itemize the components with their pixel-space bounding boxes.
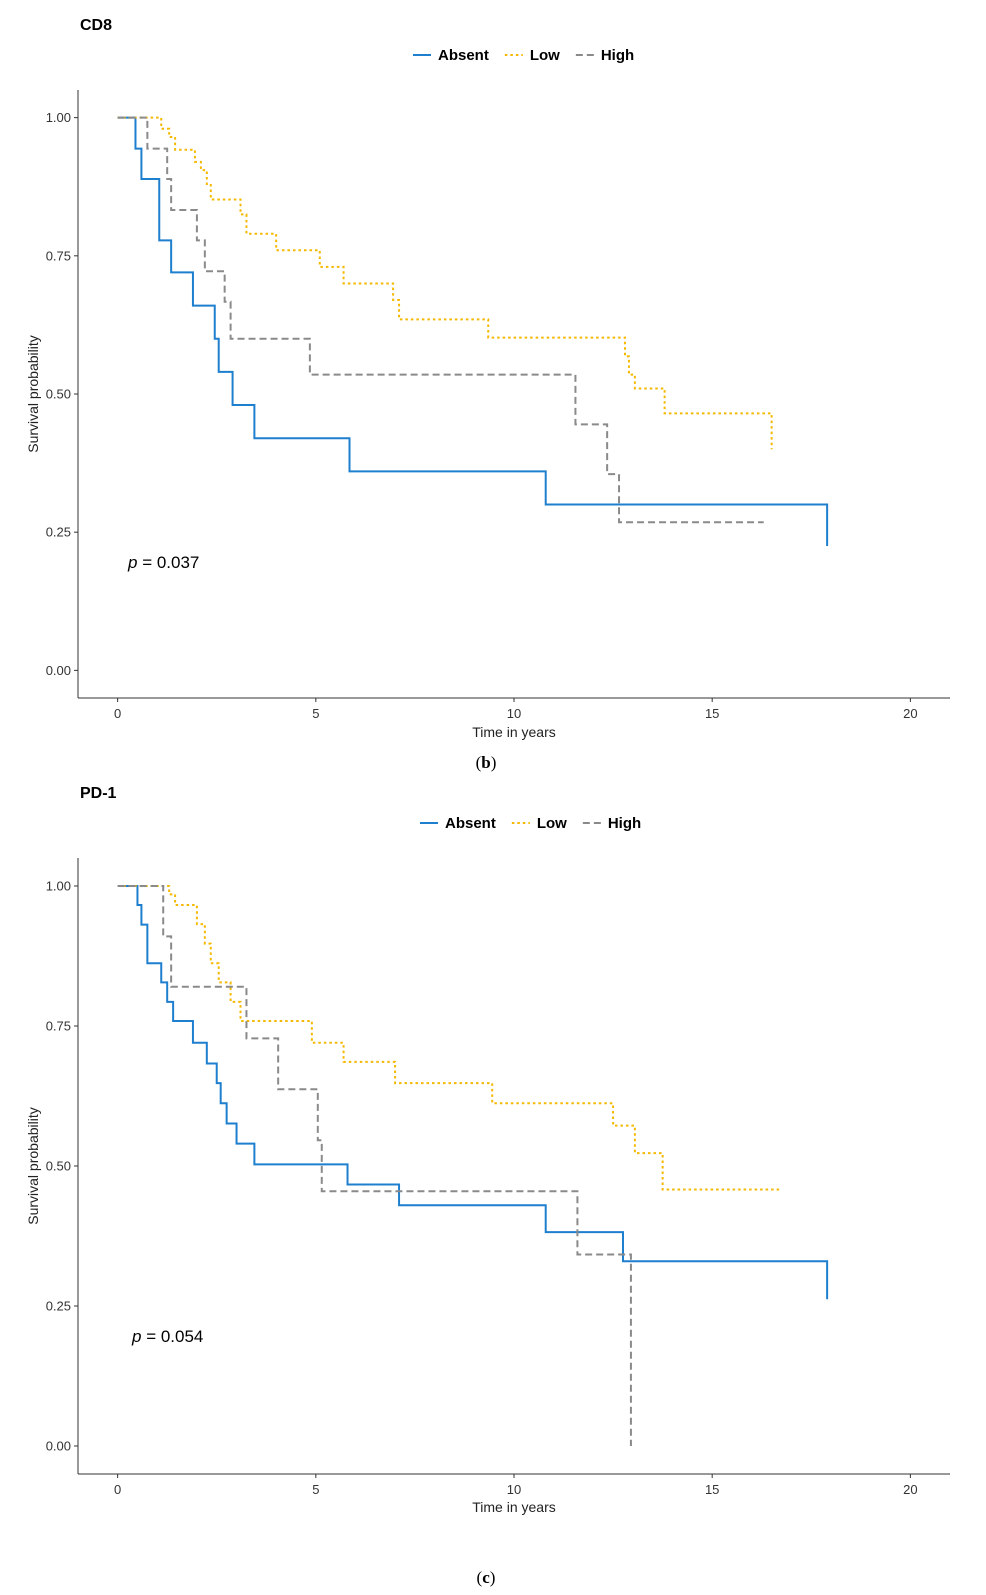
y-tick-label: 0.25 (46, 525, 71, 540)
y-tick-label: 0.75 (46, 1019, 71, 1034)
y-axis-label: Survival probability (25, 1107, 41, 1225)
legend-label: Absent (438, 47, 489, 64)
p-value-annotation: p = 0.037 (127, 553, 199, 572)
x-axis-label: Time in years (472, 1499, 556, 1515)
panel-pd1: PD-1 Absent Low High 0.00 0.25 0.50 0.75 1.00 0 5 1… (0, 780, 986, 1595)
caption-open: ( (477, 1568, 483, 1587)
caption-close: ) (490, 1568, 496, 1587)
x-tick-label: 5 (312, 706, 319, 721)
x-tick-label: 5 (312, 1482, 319, 1497)
chart-pd1: PD-1 Absent Low High 0.00 0.25 0.50 0.75 1.00 0 5 1… (25, 785, 950, 1587)
y-tick-label: 0.50 (46, 387, 71, 402)
legend-label: Absent (445, 815, 496, 832)
km-curve-low (117, 885, 780, 1191)
legend-item-absent: Absent (413, 47, 489, 64)
p-value-text: = 0.037 (137, 553, 199, 572)
x-tick-label: 0 (114, 1482, 121, 1497)
p-symbol: p (131, 1327, 141, 1346)
figure-caption: (c) (477, 1568, 496, 1587)
legend-item-absent: Absent (420, 815, 496, 832)
legend-label: High (608, 815, 641, 832)
chart-cd8: CD8 Absent Low High 0.00 0.25 0.50 0.75 1.00 0 5 10… (25, 17, 950, 772)
x-tick-label: 15 (705, 1482, 719, 1497)
y-tick-label: 0.00 (46, 1439, 71, 1454)
x-tick-label: 0 (114, 706, 121, 721)
y-tick-label: 1.00 (46, 879, 71, 894)
x-axis-label: Time in years (472, 724, 556, 740)
legend-item-high: High (575, 47, 634, 64)
km-curve-absent (117, 116, 829, 546)
p-value-annotation: p = 0.054 (131, 1327, 203, 1346)
chart-title: CD8 (80, 17, 112, 34)
x-tick-label: 20 (903, 706, 917, 721)
p-symbol: p (127, 553, 137, 572)
y-tick-label: 0.75 (46, 248, 71, 263)
x-tick-label: 10 (507, 706, 521, 721)
km-curve-low (117, 116, 773, 450)
x-tick-label: 20 (903, 1482, 917, 1497)
x-tick-label: 15 (705, 706, 719, 721)
caption-close: ) (491, 753, 497, 772)
y-tick-label: 0.00 (46, 663, 71, 678)
p-value-text: = 0.054 (141, 1327, 203, 1346)
km-curve-high (117, 885, 632, 1446)
caption-letter: b (481, 753, 490, 772)
legend-item-high: High (582, 815, 641, 832)
caption-letter: c (482, 1568, 490, 1587)
y-tick-label: 0.50 (46, 1159, 71, 1174)
x-tick-label: 10 (507, 1482, 521, 1497)
legend-label: Low (530, 47, 560, 64)
figure-caption: (b) (476, 753, 497, 772)
y-tick-label: 0.25 (46, 1299, 71, 1314)
chart-title: PD-1 (80, 785, 117, 802)
legend-label: Low (537, 815, 567, 832)
km-curve-absent (117, 885, 829, 1300)
legend-item-low: Low (511, 815, 567, 832)
panel-cd8: CD8 Absent Low High 0.00 0.25 0.50 0.75 1.00 0 5 10… (0, 0, 986, 780)
legend-label: High (601, 47, 634, 64)
caption-open: ( (476, 753, 482, 772)
y-axis-label: Survival probability (25, 335, 41, 453)
legend-item-low: Low (504, 47, 560, 64)
y-tick-label: 1.00 (46, 110, 71, 125)
km-curve-high (117, 116, 764, 524)
